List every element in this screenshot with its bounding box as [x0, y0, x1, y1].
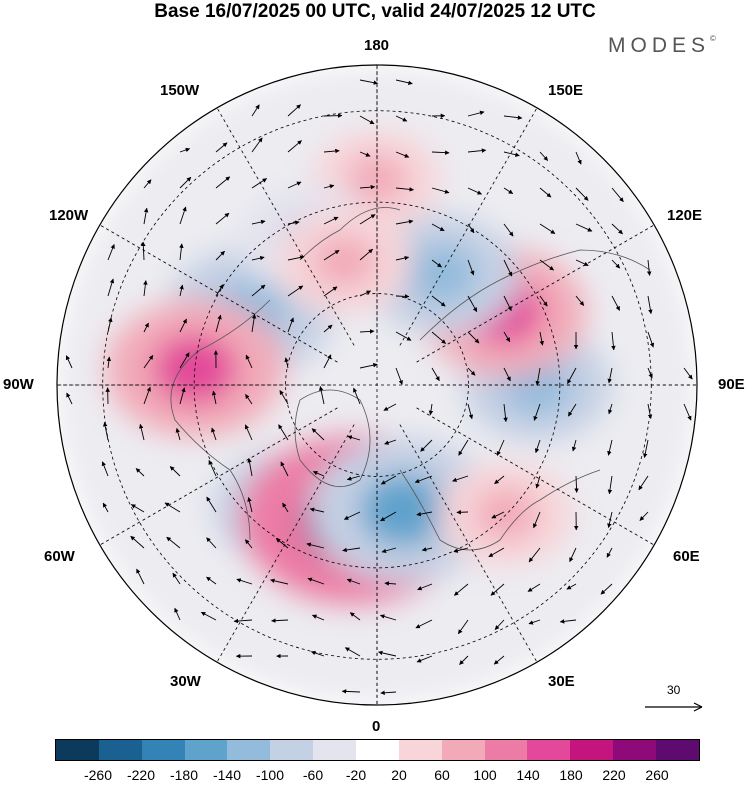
- colorbar-swatch: [356, 740, 399, 760]
- lon-label-90w: 90W: [3, 376, 34, 394]
- colorbar-swatch: [270, 740, 313, 760]
- colorbar-tick-label: -260: [84, 767, 112, 783]
- lon-label-60e: 60E: [673, 548, 700, 566]
- colorbar-tick-label: -220: [127, 767, 155, 783]
- anomaly-core-low-kamchatka: [405, 244, 477, 304]
- colorbar-tick-label: -100: [256, 767, 284, 783]
- colorbar-tick-label: 220: [602, 767, 625, 783]
- colorbar-tick-labels: -260 -220 -180 -140 -100 -60 -20 20 60 100 140 180 2…: [0, 767, 750, 785]
- colorbar-swatch: [99, 740, 142, 760]
- colorbar-swatch: [56, 740, 99, 760]
- lon-label-60w: 60W: [44, 548, 75, 566]
- colorbar-tick-label: 100: [473, 767, 496, 783]
- colorbar-swatch: [399, 740, 442, 760]
- anomaly-core-low-scandinavia: [360, 474, 447, 547]
- colorbar-swatch: [227, 740, 270, 760]
- colorbar-swatch: [613, 740, 656, 760]
- lon-label-30e: 30E: [548, 673, 575, 691]
- lon-label-90e: 90E: [718, 376, 745, 394]
- lon-label-120w: 120W: [49, 207, 88, 225]
- colorbar-tick-label: 60: [434, 767, 450, 783]
- wind-arrow: [396, 296, 409, 297]
- colorbar-swatch: [442, 740, 485, 760]
- colorbar-tick-label: 20: [391, 767, 407, 783]
- lon-label-0: 0: [372, 718, 380, 736]
- lon-label-150e: 150E: [548, 82, 583, 100]
- reference-vector: 30: [640, 683, 705, 723]
- colorbar-swatch: [527, 740, 570, 760]
- colorbar-tick-label: -180: [170, 767, 198, 783]
- colorbar-tick-label: 140: [516, 767, 539, 783]
- colorbar-swatch: [656, 740, 699, 760]
- lon-label-180: 180: [364, 37, 389, 55]
- lon-label-120e: 120E: [667, 207, 702, 225]
- colorbar-swatch: [142, 740, 185, 760]
- reference-arrow-icon: [640, 683, 705, 723]
- colorbar-swatch: [185, 740, 228, 760]
- lon-label-150w: 150W: [160, 82, 199, 100]
- colorbar: [55, 739, 700, 761]
- colorbar-tick-label: 260: [645, 767, 668, 783]
- colorbar-tick-label: -20: [346, 767, 366, 783]
- anomaly-core-high-eastern-europe: [475, 488, 538, 541]
- colorbar-tick-label: -140: [213, 767, 241, 783]
- colorbar-swatch: [485, 740, 528, 760]
- colorbar-tick-label: 180: [559, 767, 582, 783]
- colorbar-tick-label: -60: [303, 767, 323, 783]
- anomaly-core-high-bering: [312, 235, 375, 288]
- lon-label-30w: 30W: [170, 673, 201, 691]
- colorbar-swatch: [313, 740, 356, 760]
- colorbar-swatch: [570, 740, 613, 760]
